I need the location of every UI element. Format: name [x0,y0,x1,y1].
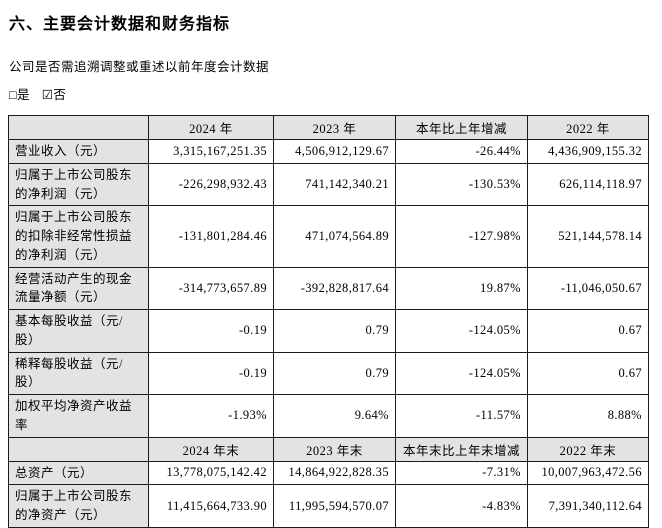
value-cell: -130.53% [395,162,528,207]
value-cell: 11,415,664,733.90 [148,484,274,528]
value-cell: -11.57% [395,394,528,438]
value-cell: -226,298,932.43 [148,162,274,207]
corner-cell [8,115,149,140]
value-cell: 4,436,909,155.32 [527,139,649,164]
corner-cell [8,436,149,462]
header-row: 2024 年末 2023 年末 本年末比上年末增减 2022 年末 [8,436,649,462]
table-row: 基本每股收益（元/股） -0.19 0.79 -124.05% 0.67 [8,309,649,353]
value-cell: -127.98% [395,205,528,268]
value-cell: -7.31% [395,460,528,486]
column-header: 2023 年 [273,115,396,140]
value-cell: -0.19 [148,351,274,395]
row-label: 加权平均净资产收益率 [8,394,149,438]
value-cell: 4,506,912,129.67 [273,139,396,164]
table-row: 稀释每股收益（元/股） -0.19 0.79 -124.05% 0.67 [8,351,649,395]
column-header: 2024 年末 [148,436,274,462]
table-row: 归属于上市公司股东的扣除非经常性损益的净利润（元） -131,801,284.46… [8,205,649,268]
row-label: 总资产（元） [8,460,149,486]
column-header: 2022 年末 [527,436,649,462]
page-title: 六、主要会计数据和财务指标 [9,16,231,33]
header-row: 2024 年 2023 年本年比上年增减 2022 年 [8,115,649,140]
value-cell: 626,114,118.97 [527,162,649,207]
value-cell: -392,828,817.64 [273,266,396,310]
value-cell: 0.67 [527,351,649,395]
value-cell: -11,046,050.67 [527,266,649,310]
value-cell: 14,864,922,828.35 [273,460,396,486]
column-header: 2024 年 [148,115,274,140]
row-label: 经营活动产生的现金流量净额（元） [8,266,149,310]
column-header: 2022 年 [527,115,649,140]
column-header: 2023 年末 [273,436,396,462]
value-cell: 0.67 [527,309,649,353]
restatement-question: 公司是否需追溯调整或重述以前年度会计数据 [9,60,270,74]
value-cell: 9.64% [273,394,396,438]
value-cell: 19.87% [395,266,528,310]
value-cell: -131,801,284.46 [148,205,274,268]
value-cell: -26.44% [395,139,528,164]
value-cell: -4.83% [395,484,528,528]
value-cell: 10,007,963,472.56 [527,460,649,486]
value-cell: -314,773,657.89 [148,266,274,310]
value-cell: 521,144,578.14 [527,205,649,268]
value-cell: 471,074,564.89 [273,205,396,268]
value-cell: -1.93% [148,394,274,438]
value-cell: -124.05% [395,351,528,395]
value-cell: -0.19 [148,309,274,353]
row-label: 营业收入（元） [8,139,149,164]
table-row: 总资产（元） 13,778,075,142.42 14,864,922,828.35… [8,460,649,486]
table-row: 归属于上市公司股东的净利润（元） -226,298,932.43 741,142,3… [8,162,649,207]
value-cell: 7,391,340,112.64 [527,484,649,528]
value-cell: 0.79 [273,309,396,353]
value-cell: 3,315,167,251.35 [148,139,274,164]
value-cell: 13,778,075,142.42 [148,460,274,486]
row-label: 稀释每股收益（元/股） [8,351,149,395]
checkbox-yes: □是 [9,88,31,102]
financial-table-body: 2024 年 2023 年本年比上年增减 2022 年营业收入（元） 3,315,16… [8,115,649,528]
column-header: 本年末比上年末增减 [395,436,528,462]
value-cell: 741,142,340.21 [273,162,396,207]
row-label: 归属于上市公司股东的扣除非经常性损益的净利润（元） [8,205,149,268]
table-row: 营业收入（元） 3,315,167,251.35 4,506,912,129.67-… [8,139,649,164]
row-label: 归属于上市公司股东的净利润（元） [8,162,149,207]
value-cell: 0.79 [273,351,396,395]
value-cell: -124.05% [395,309,528,353]
restatement-checkboxes: □是 ☑否 [9,84,654,103]
table-row: 经营活动产生的现金流量净额（元） -314,773,657.89 -392,828,… [8,266,649,310]
table-row: 归属于上市公司股东的净资产（元） 11,415,664,733.90 11,995,… [8,484,649,528]
value-cell: 8.88% [527,394,649,438]
value-cell: 11,995,594,570.07 [273,484,396,528]
row-label: 基本每股收益（元/股） [8,309,149,353]
financial-indicators-table: 2024 年 2023 年本年比上年增减 2022 年营业收入（元） 3,315,16… [8,115,649,528]
column-header: 本年比上年增减 [395,115,528,140]
table-row: 加权平均净资产收益率 -1.93% 9.64% -11.57% 8.88% [8,394,649,438]
row-label: 归属于上市公司股东的净资产（元） [8,484,149,528]
checkbox-no: ☑否 [41,88,67,102]
